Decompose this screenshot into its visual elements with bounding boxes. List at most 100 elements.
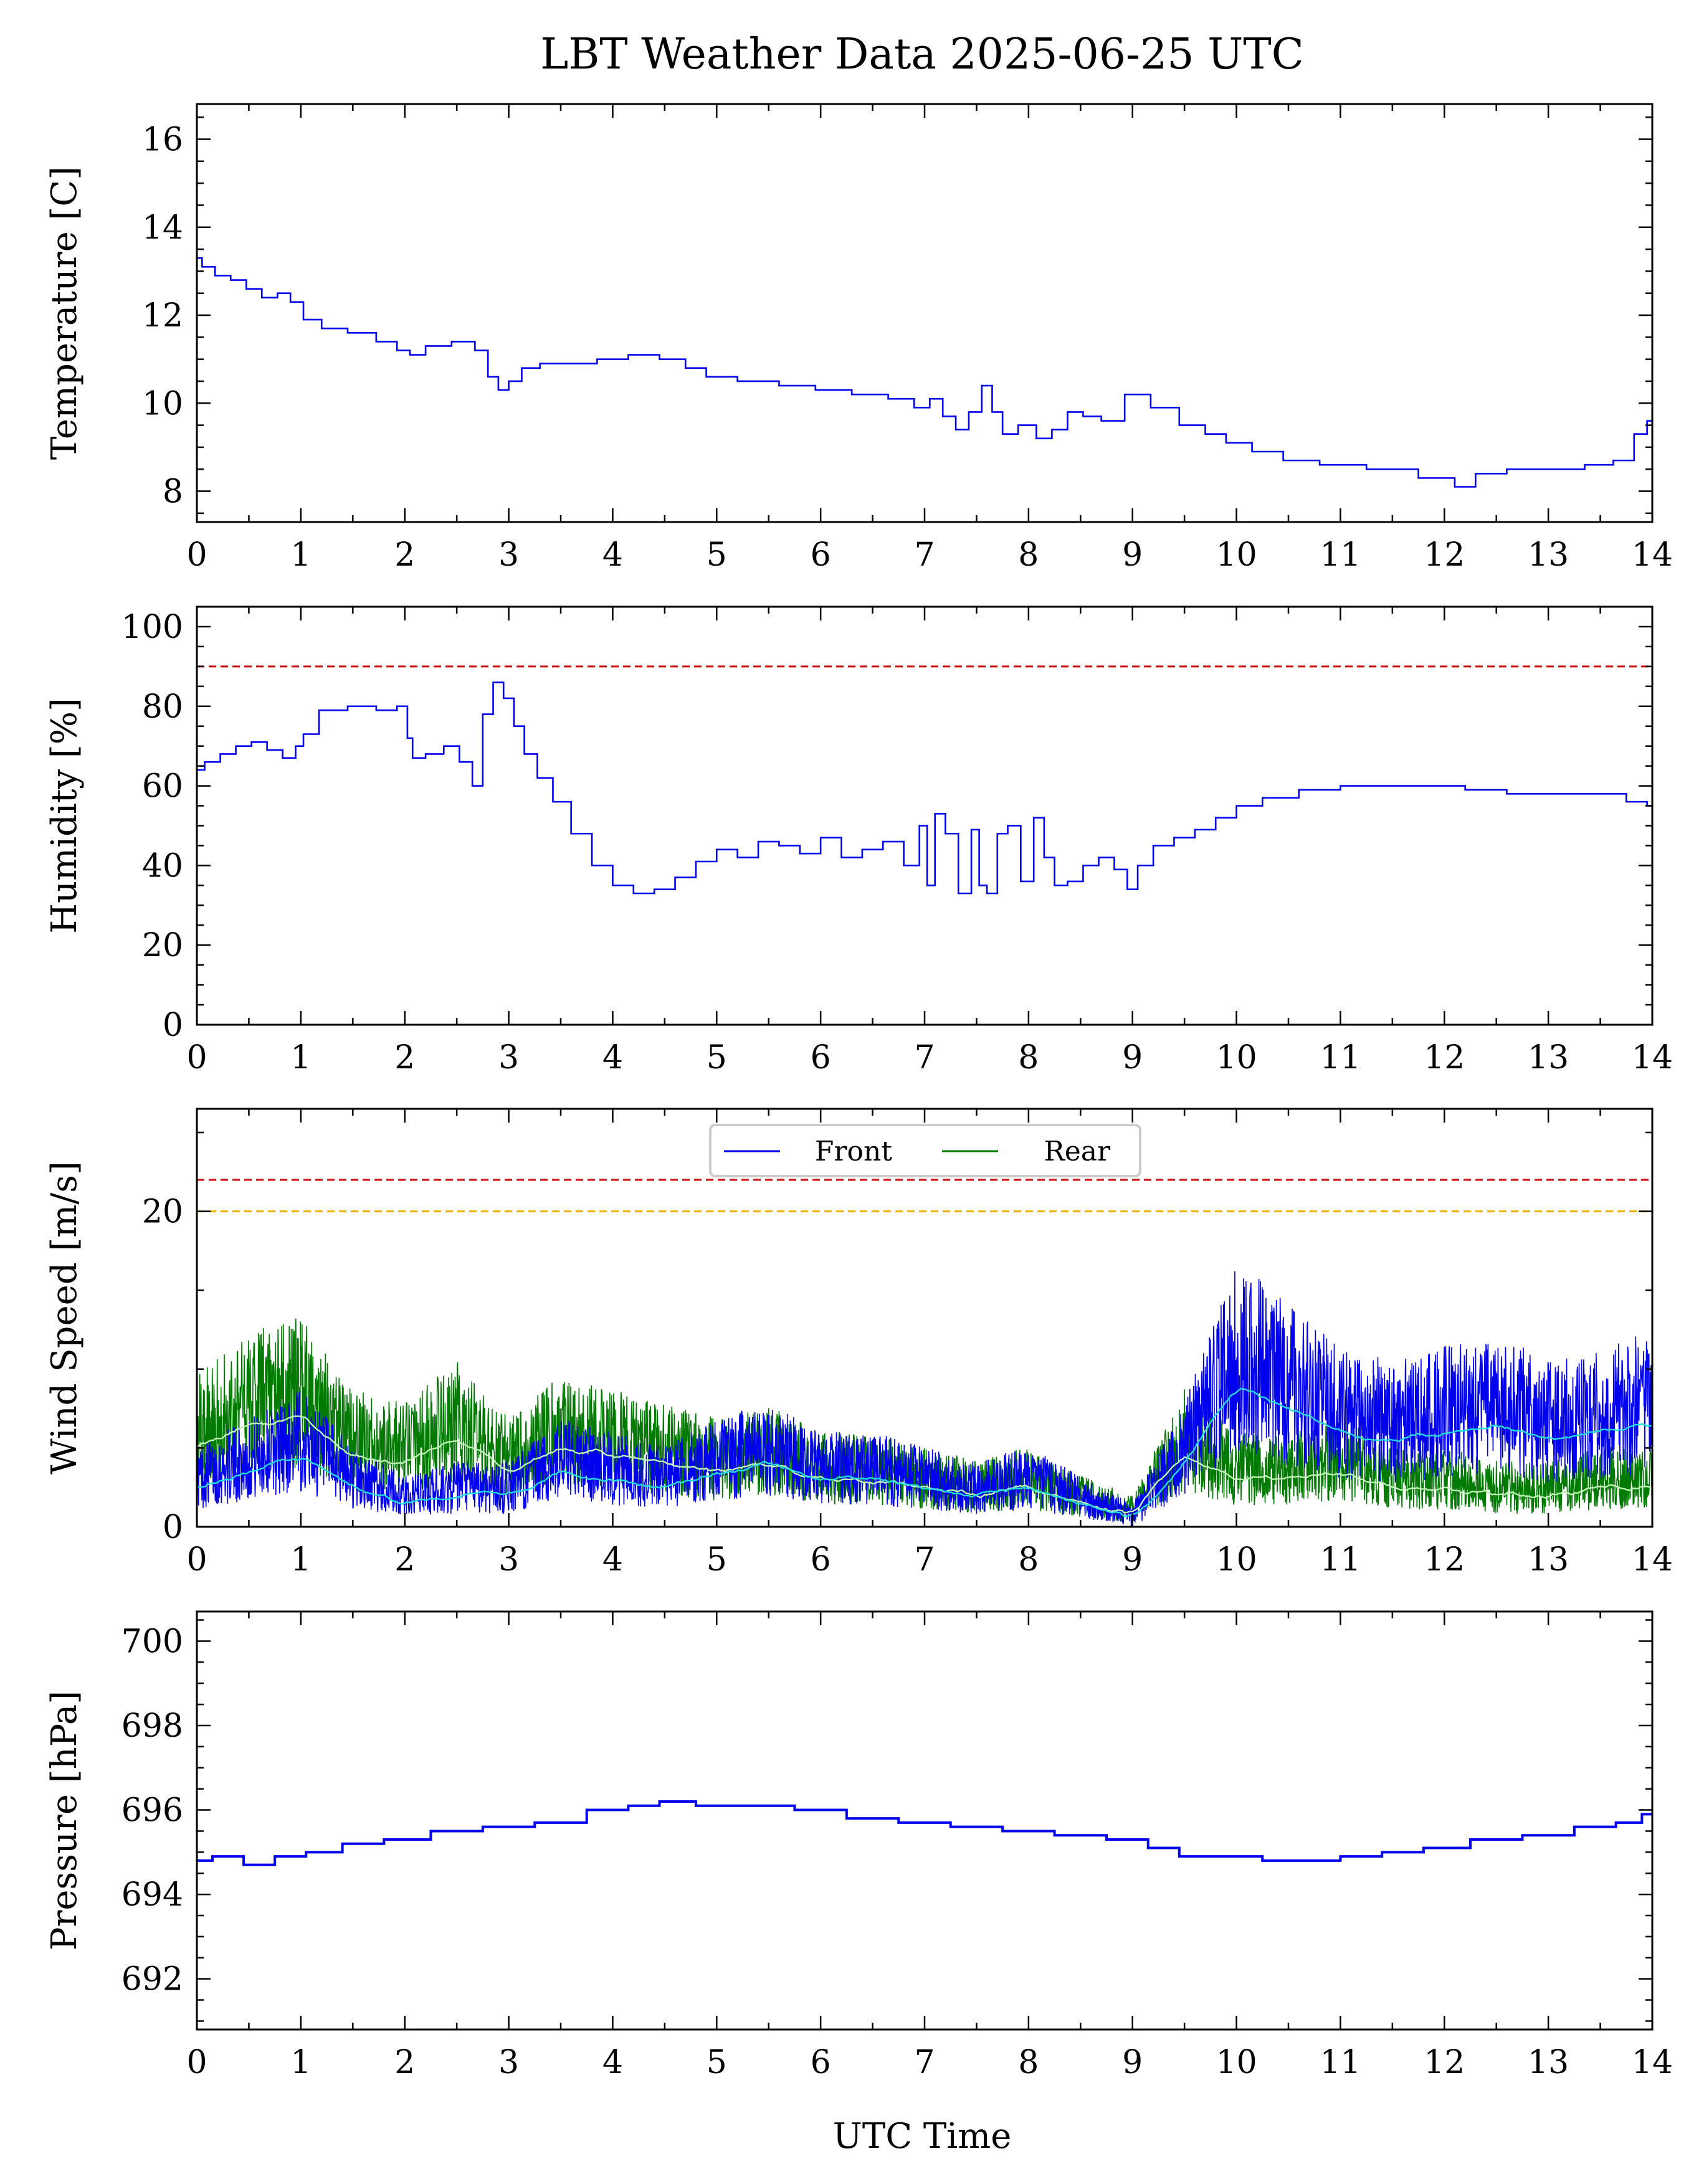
x-tick-label: 3 <box>498 2044 519 2081</box>
x-tick-label: 0 <box>186 2044 207 2081</box>
x-tick-label: 6 <box>811 1039 831 1076</box>
x-tick-label: 0 <box>186 1541 207 1579</box>
y-tick-label: 100 <box>121 609 183 646</box>
x-tick-label: 1 <box>290 536 311 574</box>
x-tick-label: 7 <box>914 1541 935 1579</box>
y-tick-label: 698 <box>121 1707 183 1745</box>
x-tick-label: 1 <box>290 1039 311 1076</box>
y-axis-label-wind-speed: Wind Speed [m/s] <box>44 1161 85 1474</box>
plot-area <box>197 1179 1652 1527</box>
x-tick-label: 5 <box>707 1541 727 1579</box>
x-tick-label: 2 <box>394 2044 415 2081</box>
series-rear-raw <box>197 1319 1652 1522</box>
axes-frame <box>196 605 1654 1026</box>
y-tick-label: 692 <box>121 1961 183 1998</box>
legend-box <box>709 1124 1141 1177</box>
x-tick-label: 14 <box>1632 536 1673 574</box>
figure-title: LBT Weather Data 2025-06-25 UTC <box>540 30 1304 79</box>
y-tick-label: 20 <box>142 1194 183 1231</box>
x-tick-label: 8 <box>1018 2044 1039 2081</box>
x-tick-label: 9 <box>1122 536 1143 574</box>
y-tick-label: 700 <box>121 1623 183 1660</box>
x-tick-label: 5 <box>707 2044 727 2081</box>
plot-area <box>197 1800 1652 1866</box>
series-line-pressure <box>197 1800 1652 1866</box>
axes-frame <box>196 1610 1654 2031</box>
y-tick-label: 16 <box>142 121 183 159</box>
x-tick-label: 13 <box>1528 536 1569 574</box>
y-axis-label-pressure: Pressure [hPa] <box>44 1691 85 1950</box>
y-tick-label: 80 <box>142 688 183 726</box>
legend-label-rear: Rear <box>1044 1136 1111 1167</box>
x-tick-label: 4 <box>602 536 623 574</box>
x-tick-label: 6 <box>811 2044 831 2081</box>
panel-pressure: 0 1 2 3 4 5 6 7 8 9 10 11 12 13 14692694696698700Press… <box>44 1610 1673 2081</box>
x-tick-label: 14 <box>1632 1039 1673 1076</box>
x-tick-label: 4 <box>602 2044 623 2081</box>
x-tick-label: 4 <box>602 1541 623 1579</box>
y-axis-label-temperature: Temperature [C] <box>44 166 85 460</box>
plot-area <box>197 257 1652 488</box>
y-tick-label: 20 <box>142 927 183 964</box>
x-tick-label: 10 <box>1216 2044 1257 2081</box>
x-tick-label: 13 <box>1528 2044 1569 2081</box>
x-tick-label: 5 <box>707 536 727 574</box>
x-tick-label: 6 <box>811 1541 831 1579</box>
x-tick-label: 13 <box>1528 1039 1569 1076</box>
plot-area <box>197 665 1652 895</box>
x-tick-label: 12 <box>1424 1541 1465 1579</box>
x-tick-label: 0 <box>186 1039 207 1076</box>
legend-label-front: Front <box>815 1136 892 1167</box>
x-tick-label: 9 <box>1122 2044 1143 2081</box>
y-axis-label-humidity: Humidity [%] <box>44 698 85 934</box>
x-tick-label: 14 <box>1632 1541 1673 1579</box>
x-tick-label: 13 <box>1528 1541 1569 1579</box>
axes-frame <box>196 103 1654 523</box>
y-tick-label: 14 <box>142 209 183 247</box>
x-tick-label: 9 <box>1122 1039 1143 1076</box>
x-tick-label: 11 <box>1320 2044 1361 2081</box>
x-tick-label: 1 <box>290 1541 311 1579</box>
series-line-humidity <box>197 681 1652 895</box>
x-tick-label: 14 <box>1632 2044 1673 2081</box>
x-tick-label: 2 <box>394 1541 415 1579</box>
x-tick-label: 0 <box>186 536 207 574</box>
panels: 0 1 2 3 4 5 6 7 8 9 10 11 12 13 14810121416Temperature… <box>44 103 1673 2081</box>
y-tick-label: 0 <box>163 1509 183 1546</box>
y-tick-label: 40 <box>142 847 183 885</box>
x-axis-label: UTC Time <box>833 2116 1012 2157</box>
x-tick-label: 12 <box>1424 2044 1465 2081</box>
x-tick-label: 9 <box>1122 1541 1143 1579</box>
x-tick-label: 10 <box>1216 1541 1257 1579</box>
y-tick-label: 696 <box>121 1792 183 1830</box>
x-tick-label: 8 <box>1018 1541 1039 1579</box>
x-tick-label: 1 <box>290 2044 311 2081</box>
y-tick-label: 694 <box>121 1876 183 1914</box>
y-tick-label: 12 <box>142 297 183 335</box>
x-tick-label: 3 <box>498 536 519 574</box>
x-tick-label: 3 <box>498 1039 519 1076</box>
x-tick-label: 11 <box>1320 536 1361 574</box>
x-tick-label: 7 <box>914 2044 935 2081</box>
x-tick-label: 4 <box>602 1039 623 1076</box>
x-tick-label: 12 <box>1424 1039 1465 1076</box>
x-tick-label: 2 <box>394 536 415 574</box>
y-tick-label: 0 <box>163 1007 183 1044</box>
series-front-raw <box>197 1271 1652 1527</box>
x-tick-label: 10 <box>1216 536 1257 574</box>
y-tick-label: 8 <box>163 473 183 511</box>
series-line-temperature <box>197 257 1652 488</box>
series-rear-average <box>197 1415 1652 1514</box>
x-tick-label: 10 <box>1216 1039 1257 1076</box>
series-front-average <box>197 1388 1652 1517</box>
panel-humidity: 0 1 2 3 4 5 6 7 8 9 10 11 12 13 14020406080100Humidity… <box>44 605 1673 1076</box>
legend: Front Rear <box>709 1124 1141 1177</box>
x-tick-label: 3 <box>498 1541 519 1579</box>
panel-temperature: 0 1 2 3 4 5 6 7 8 9 10 11 12 13 14810121416Temperature… <box>44 103 1673 574</box>
x-tick-label: 8 <box>1018 1039 1039 1076</box>
x-tick-label: 5 <box>707 1039 727 1076</box>
x-tick-label: 6 <box>811 536 831 574</box>
y-tick-label: 10 <box>142 385 183 422</box>
